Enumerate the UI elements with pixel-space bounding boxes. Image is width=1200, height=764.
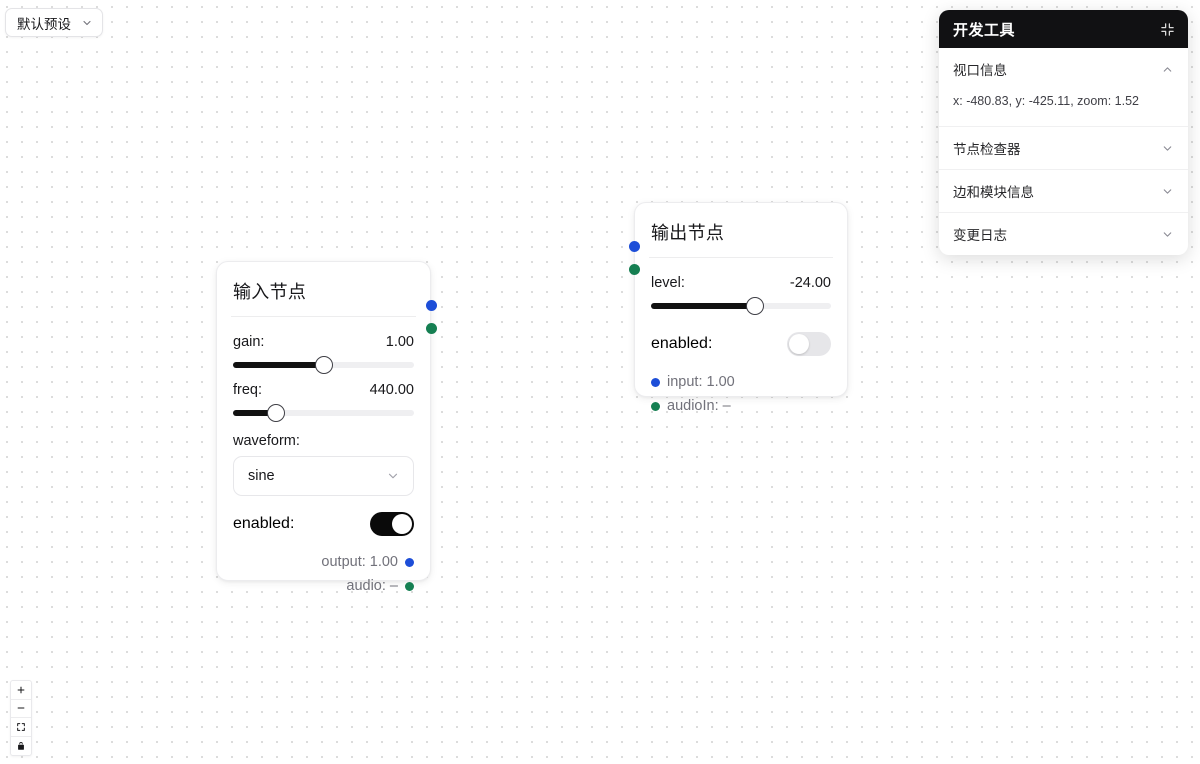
zoom-controls[interactable] — [10, 680, 32, 756]
section-body: x: -480.83, y: -425.11, zoom: 1.52 — [939, 90, 1188, 126]
param-label-level: level: — [651, 275, 685, 291]
devtools-section-viewport: 视口信息 x: -480.83, y: -425.11, zoom: 1.52 — [939, 48, 1188, 127]
input-list: input: 1.00 audioIn: – — [651, 370, 831, 418]
section-header[interactable]: 视口信息 — [939, 48, 1188, 90]
node-input-node[interactable]: 输入节点 gain: 1.00 freq: 440.00 — [216, 261, 437, 594]
port-output-output[interactable] — [426, 300, 437, 311]
slider-gain[interactable] — [233, 355, 414, 375]
input-item-audioin: audioIn: – — [651, 394, 831, 418]
devtools-header: 开发工具 — [939, 10, 1188, 48]
param-row-freq: freq: 440.00 — [233, 382, 414, 398]
lock-button[interactable] — [11, 737, 31, 756]
toggle-knob — [392, 514, 412, 534]
toggle-label-enabled: enabled: — [233, 515, 295, 532]
toggle-row-enabled: enabled: — [233, 512, 414, 536]
devtools-section-change-log: 变更日志 — [939, 213, 1188, 255]
chevron-down-icon[interactable] — [1161, 185, 1174, 198]
param-value-freq: 440.00 — [369, 382, 414, 398]
section-title: 视口信息 — [953, 63, 1007, 78]
param-row-gain: gain: 1.00 — [233, 334, 414, 350]
chevron-down-icon — [386, 469, 400, 483]
divider — [649, 257, 833, 258]
port-output-audio[interactable] — [426, 323, 437, 334]
devtools-panel[interactable]: 开发工具 视口信息 x: -480.83, y: -425.11, zoom: … — [939, 10, 1188, 255]
port-input-audioin[interactable] — [629, 264, 640, 275]
slider-fill — [233, 410, 277, 416]
lock-icon — [18, 741, 24, 750]
param-label-freq: freq: — [233, 382, 263, 398]
slider-thumb[interactable] — [746, 297, 765, 315]
viewport-info-text: x: -480.83, y: -425.11, zoom: 1.52 — [953, 94, 1139, 108]
plus-icon — [17, 686, 25, 694]
slider-freq[interactable] — [233, 403, 414, 423]
slider-fill — [651, 303, 756, 309]
field-label-waveform: waveform: — [233, 433, 300, 449]
slider-thumb[interactable] — [314, 356, 333, 374]
fit-view-icon — [17, 722, 25, 731]
toggle-label-enabled: enabled: — [651, 335, 713, 352]
collapse-arrows-icon[interactable] — [1160, 22, 1175, 37]
fit-view-button[interactable] — [11, 718, 31, 737]
toggle-knob — [789, 334, 809, 354]
chevron-down-icon[interactable] — [1161, 142, 1174, 155]
section-header[interactable]: 节点检查器 — [939, 127, 1188, 169]
slider-level[interactable] — [651, 296, 831, 316]
devtools-section-edge-module-info: 边和模块信息 — [939, 170, 1188, 213]
devtools-section-node-inspector: 节点检查器 — [939, 127, 1188, 170]
zoom-in-button[interactable] — [11, 681, 31, 700]
section-header[interactable]: 变更日志 — [939, 213, 1188, 255]
section-title: 节点检查器 — [953, 142, 1021, 157]
param-value-gain: 1.00 — [385, 334, 414, 350]
toggle-row-enabled: enabled: — [651, 332, 831, 356]
output-label-audio: audio: – — [346, 578, 398, 594]
chevron-up-icon[interactable] — [1161, 63, 1174, 76]
preset-select-label: 默认预设 — [17, 16, 71, 32]
port-input-input[interactable] — [629, 241, 640, 252]
output-item-output: output: 1.00 — [233, 550, 414, 574]
input-item-input: input: 1.00 — [651, 370, 831, 394]
port-dot-blue-icon — [651, 377, 660, 387]
toggle-enabled[interactable] — [370, 512, 414, 536]
input-label-audioin: audioIn: – — [667, 398, 731, 414]
port-dot-blue-icon — [405, 557, 414, 567]
slider-track — [233, 410, 414, 416]
section-title: 变更日志 — [953, 228, 1007, 243]
preset-select[interactable]: 默认预设 — [5, 8, 103, 37]
node-output-node[interactable]: 输出节点 level: -24.00 enabled: — [629, 202, 848, 414]
output-item-audio: audio: – — [233, 574, 414, 598]
divider — [231, 316, 416, 317]
output-list: output: 1.00 audio: – — [233, 550, 414, 598]
port-dot-green-icon — [651, 401, 660, 411]
section-title: 边和模块信息 — [953, 185, 1034, 200]
waveform-select-value: sine — [248, 468, 275, 484]
section-header[interactable]: 边和模块信息 — [939, 170, 1188, 212]
slider-thumb[interactable] — [267, 404, 286, 422]
toggle-enabled[interactable] — [787, 332, 831, 356]
param-label-gain: gain: — [233, 334, 265, 350]
waveform-select[interactable]: sine — [233, 456, 414, 496]
param-row-level: level: -24.00 — [651, 275, 831, 291]
zoom-out-button[interactable] — [11, 700, 31, 718]
devtools-title: 开发工具 — [953, 21, 1016, 39]
chevron-down-icon[interactable] — [1161, 228, 1174, 241]
slider-fill — [233, 362, 324, 368]
chevron-down-icon — [81, 17, 93, 29]
port-dot-green-icon — [405, 581, 414, 591]
node-title: 输入节点 — [233, 282, 307, 302]
input-label-input: input: 1.00 — [667, 374, 735, 390]
param-value-level: -24.00 — [789, 275, 831, 291]
minus-icon — [17, 707, 25, 709]
output-label-output: output: 1.00 — [321, 554, 398, 570]
node-title: 输出节点 — [651, 223, 725, 243]
